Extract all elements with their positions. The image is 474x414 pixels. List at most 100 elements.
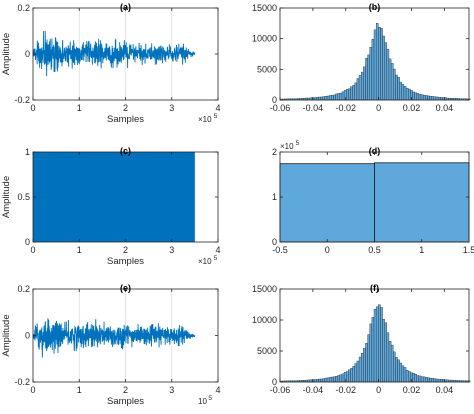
x-tick-label: 0.02: [403, 103, 421, 113]
histogram-bar: [399, 81, 402, 101]
histogram-bar: [346, 371, 349, 383]
histogram-bar: [328, 377, 332, 383]
histogram-bar: [414, 92, 417, 101]
x-exponent-base: ×10: [198, 257, 212, 266]
histogram-bar: [440, 379, 443, 383]
histogram-bar: [337, 93, 340, 101]
histogram-bar: [397, 359, 400, 383]
y-exponent: 5: [296, 140, 300, 147]
histogram-bar: [408, 371, 411, 383]
x-exponent-base: ×10: [198, 115, 212, 124]
histogram-bar: [382, 319, 385, 383]
y-exponent-base: ×10: [280, 142, 294, 151]
y-axis-label: Amplitude: [1, 314, 12, 356]
histogram-bar: [358, 75, 362, 101]
histogram-bar: [361, 353, 364, 383]
histogram-bar: [395, 74, 398, 101]
histogram-bar: [390, 344, 394, 383]
x-tick-label: 3: [169, 245, 174, 255]
x-tick-label: 1: [419, 245, 424, 255]
histogram-bar: [354, 82, 358, 101]
y-tick-label: -0.2: [14, 95, 30, 105]
histogram-bar: [326, 377, 330, 383]
histogram-bar: [378, 27, 381, 101]
y-tick-label: 0: [272, 95, 277, 105]
panel-title: (f): [370, 283, 379, 293]
histogram-bar: [386, 332, 390, 383]
histogram-bar: [335, 376, 338, 383]
histogram-bar: [350, 367, 353, 383]
histogram-bar: [371, 317, 375, 383]
x-axis-label: Samples: [107, 114, 144, 125]
histogram-bar: [388, 58, 392, 101]
histogram-bar: [414, 374, 417, 383]
x-tick-label: 0: [30, 103, 35, 113]
y-tick-label: 1: [25, 147, 30, 157]
histogram-bar: [320, 96, 323, 101]
histogram-bar: [361, 71, 364, 101]
histogram-bar: [418, 93, 422, 101]
x-tick-label: 2: [123, 245, 128, 255]
y-tick-label: 10000: [252, 315, 277, 325]
x-tick-label: 1: [77, 245, 82, 255]
histogram-bar: [371, 38, 375, 101]
y-tick-label: 0: [272, 377, 277, 387]
y-axis-label: Amplitude: [1, 176, 12, 218]
x-exponent: 5: [208, 395, 212, 402]
histogram-bar: [318, 96, 321, 101]
histogram-bar: [412, 91, 415, 101]
signal-line: [32, 30, 196, 77]
y-tick-label: 0.5: [17, 192, 30, 202]
x-tick-label: 4: [215, 385, 220, 395]
histogram-bar: [408, 88, 411, 101]
panel-title: (b): [369, 2, 381, 12]
x-tick-label: 4: [215, 103, 220, 113]
x-tick-label: 0.02: [403, 385, 421, 395]
histogram-bar: [397, 77, 400, 101]
histogram-bar: [331, 95, 334, 101]
x-tick-label: 3: [169, 385, 174, 395]
histogram-bar: [382, 35, 385, 101]
y-tick-label: 10000: [252, 34, 277, 44]
y-tick-label: 0: [272, 237, 277, 247]
histogram-bar: [433, 378, 437, 383]
histogram-bar: [333, 94, 336, 101]
histogram-bar: [401, 365, 405, 383]
histogram-bar: [429, 378, 432, 383]
x-exponent: 5: [214, 255, 218, 262]
x-tick-label: 3: [169, 103, 174, 113]
axes-box: [279, 288, 470, 383]
x-tick-label: 2: [123, 385, 128, 395]
histogram-bar: [425, 377, 428, 383]
histogram-bar: [375, 306, 379, 383]
histogram-bar: [363, 66, 366, 101]
histogram-bar: [420, 376, 424, 383]
histogram-bar: [373, 29, 377, 101]
histogram-bar: [356, 360, 360, 383]
histogram-bar: [348, 369, 351, 383]
histogram-bar: [375, 23, 379, 101]
histogram-bar: [384, 42, 388, 101]
histogram-bar: [422, 376, 426, 383]
histogram-bar: [373, 309, 377, 383]
histogram-bar: [422, 95, 426, 101]
histogram-bar: [365, 58, 368, 101]
panel-title: (d): [369, 146, 381, 156]
histogram-bar: [378, 304, 381, 383]
histogram-bar: [403, 367, 407, 383]
histogram-bar: [435, 96, 439, 101]
histogram-bar: [333, 376, 336, 383]
histogram-bar: [431, 96, 435, 101]
histogram-bar: [425, 95, 428, 101]
histogram-bar: [324, 377, 328, 383]
histogram-bar: [416, 375, 420, 383]
histogram-bar: [367, 334, 370, 383]
histogram-bar: [367, 54, 370, 101]
y-tick-label: 2: [272, 147, 277, 157]
x-exponent-base: 10: [198, 397, 207, 406]
x-tick-label: 0: [376, 103, 381, 113]
histogram-bar: [420, 94, 424, 101]
histogram-bar: [350, 86, 353, 101]
